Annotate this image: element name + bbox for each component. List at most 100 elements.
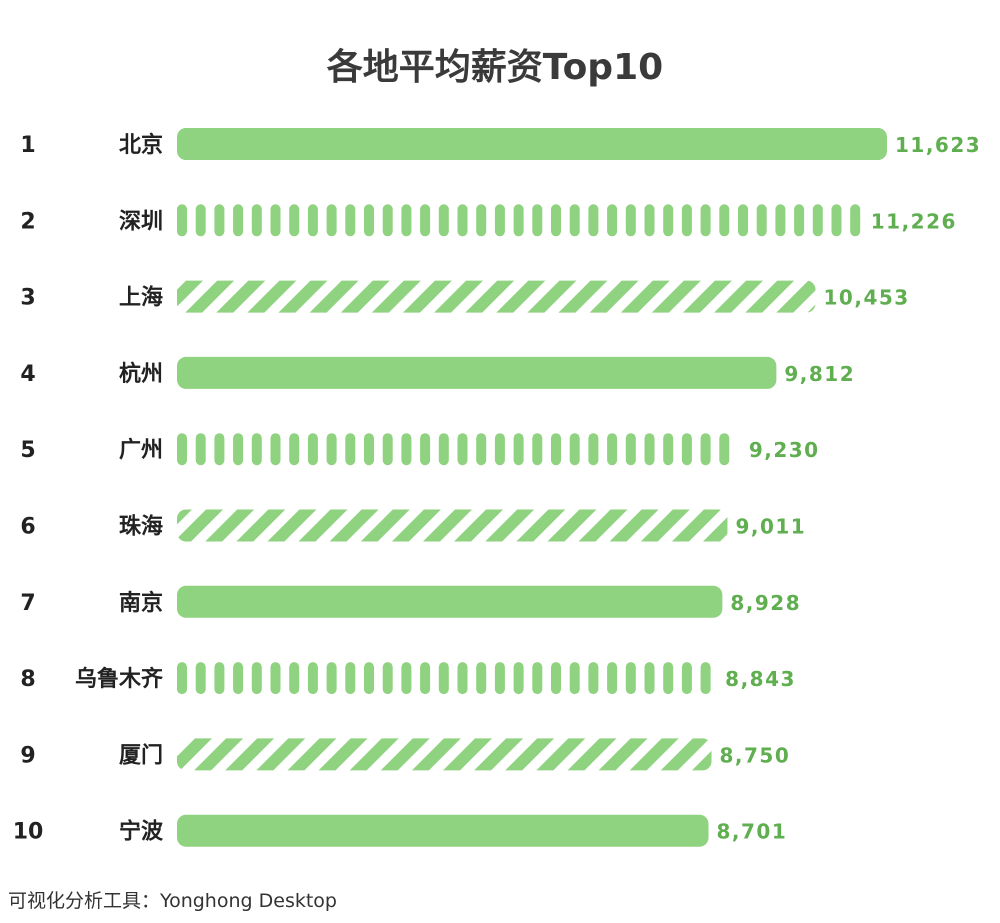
bar-segment [775,204,786,237]
bar-segment [307,662,318,695]
bar-segment [270,433,281,466]
bar-segment [270,662,281,695]
bar-segment [681,433,692,466]
footer-credit: 可视化分析工具：Yonghong Desktop [8,890,337,912]
bar-segment [681,662,692,695]
bar-segment [307,433,318,466]
bar-segment [644,662,655,695]
bar-segment [551,204,561,237]
bar-segment [532,662,543,695]
bar-segment [812,204,823,237]
bar-segment [177,204,187,237]
bar-segment [494,204,505,237]
rank-label: 10 [13,820,44,845]
bar-segment [607,433,618,466]
bar-segment [588,433,599,466]
bar-segment [756,204,767,237]
bar-segment [195,433,206,466]
bar-segment [513,433,524,466]
bar-segment [625,204,636,237]
bar-segment [569,204,580,237]
bar[interactable] [177,662,711,695]
bar[interactable] [177,814,709,847]
category-label: 珠海 [119,514,163,540]
bar-segment [644,433,655,466]
bar-segment [270,204,281,237]
bar-segment [738,204,748,237]
bar-segment [420,662,431,695]
value-label: 11,623 [895,133,981,157]
bar[interactable] [177,128,887,160]
bar-segment [681,204,692,237]
bar-segment [233,204,244,237]
bar-segment [588,204,599,237]
bar-segment [532,433,543,466]
bar-segment [401,204,412,237]
bar-segment [607,204,618,237]
bar-segment [719,204,730,237]
bar-segment [457,433,468,466]
bar[interactable] [177,356,777,389]
bar-segment [513,204,524,237]
rank-label: 8 [20,667,35,692]
bar-segment [513,662,524,695]
bar-segment [663,433,674,466]
bar-segment [457,662,468,695]
bar-segment [307,204,318,237]
bar-segment [700,204,711,237]
bar-segment [476,204,487,237]
category-label: 南京 [119,590,163,616]
bar-segment [438,433,449,466]
bar-segment [494,662,505,695]
bar-segment [438,662,449,695]
bar-segment [588,662,599,695]
rank-label: 3 [20,286,35,311]
category-label: 北京 [119,132,163,158]
bar-segment [345,662,356,695]
rank-label: 4 [20,362,35,387]
bar-segment [569,662,580,695]
rank-label: 9 [20,743,35,768]
rank-label: 7 [20,591,35,616]
category-label: 广州 [119,437,163,463]
bar-segment [177,662,187,695]
value-label: 8,701 [717,820,788,844]
bar[interactable] [177,585,723,618]
bar-segment [195,662,206,695]
bar-segment [177,433,187,466]
bar-segment [700,662,711,695]
bar-segment [382,204,393,237]
bar-segment [850,204,861,237]
bar-segment [438,204,449,237]
bar-segment [663,204,674,237]
bar[interactable] [177,738,712,771]
bar-segment [214,204,225,237]
bar-segment [551,662,561,695]
chart-title: 各地平均薪资Top10 [326,47,664,88]
bar-segment [326,204,337,237]
bar[interactable] [177,280,816,313]
bar-segment [831,204,842,237]
value-label: 9,812 [784,362,855,386]
bar-segment [476,662,487,695]
category-label: 厦门 [119,742,163,768]
bar-segment [233,433,244,466]
category-label: 上海 [119,285,163,311]
value-label: 11,226 [871,209,957,233]
bar-segment [251,662,262,695]
bar[interactable] [177,204,861,237]
value-label: 9,011 [735,515,806,539]
bar-segment [719,433,730,466]
bar-segment [663,662,674,695]
bar-segment [401,433,412,466]
bar-segment [494,433,505,466]
bar[interactable] [177,509,728,542]
bar[interactable] [177,433,730,466]
bar-segment [644,204,655,237]
bar-segment [625,433,636,466]
bar-segment [289,433,300,466]
bar-segment [551,433,561,466]
bar-segment [345,433,356,466]
bar-segment [401,662,412,695]
